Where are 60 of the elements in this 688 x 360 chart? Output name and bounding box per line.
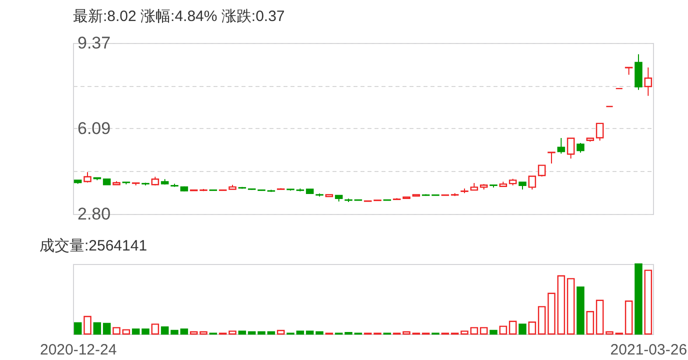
bar [490,330,498,335]
candlestick [84,172,92,184]
bar [402,331,410,335]
candlestick [566,138,575,160]
bar [566,278,575,335]
bar [499,326,508,335]
bar [276,330,285,335]
x-tick-label: 2020-12-24 [40,342,117,358]
candlestick [624,66,633,76]
bar [93,322,102,335]
bar [228,330,236,335]
bar [557,275,566,335]
candlestick [538,164,546,178]
bar [160,326,169,335]
bar [112,327,120,335]
bar [142,328,150,335]
y-tick-label: 6.09 [78,118,111,138]
bar [576,286,584,335]
bar [180,328,188,335]
bar [470,327,478,335]
bar [634,263,642,335]
bar [508,320,517,335]
candlestick [557,138,566,154]
bar [132,328,140,335]
bar [624,300,633,335]
y-tick-label: 9.37 [78,34,111,52]
bar [258,331,266,335]
chart-title: 成交量:2564141 [39,237,148,254]
bar [528,322,536,335]
bar [190,331,198,335]
bar [200,331,208,335]
bar [548,292,556,335]
candlestick [528,176,536,190]
bar [644,270,652,335]
bar [267,331,276,335]
bar [151,324,160,335]
bar [306,330,314,335]
bar [170,330,178,335]
bar [538,306,546,335]
chart-title: 最新:8.02 涨幅:4.84% 涨跌:0.37 [73,8,285,25]
bar [248,331,256,335]
bar [606,331,614,335]
bar [518,324,526,335]
y-tick-label: 2.80 [78,204,111,224]
bar [74,322,82,335]
bar [316,331,324,335]
bar [596,300,604,335]
candlestick [548,152,556,164]
bar [122,329,130,335]
bar [480,327,488,335]
candlestick [644,66,652,96]
bar [296,330,304,335]
bar [84,316,92,335]
candlestick [596,122,604,142]
candlestick [576,142,584,154]
x-tick-label: 2021-03-26 [610,342,688,358]
bar [238,330,246,335]
bar [460,330,468,335]
bar [586,311,594,335]
bar [102,322,111,335]
